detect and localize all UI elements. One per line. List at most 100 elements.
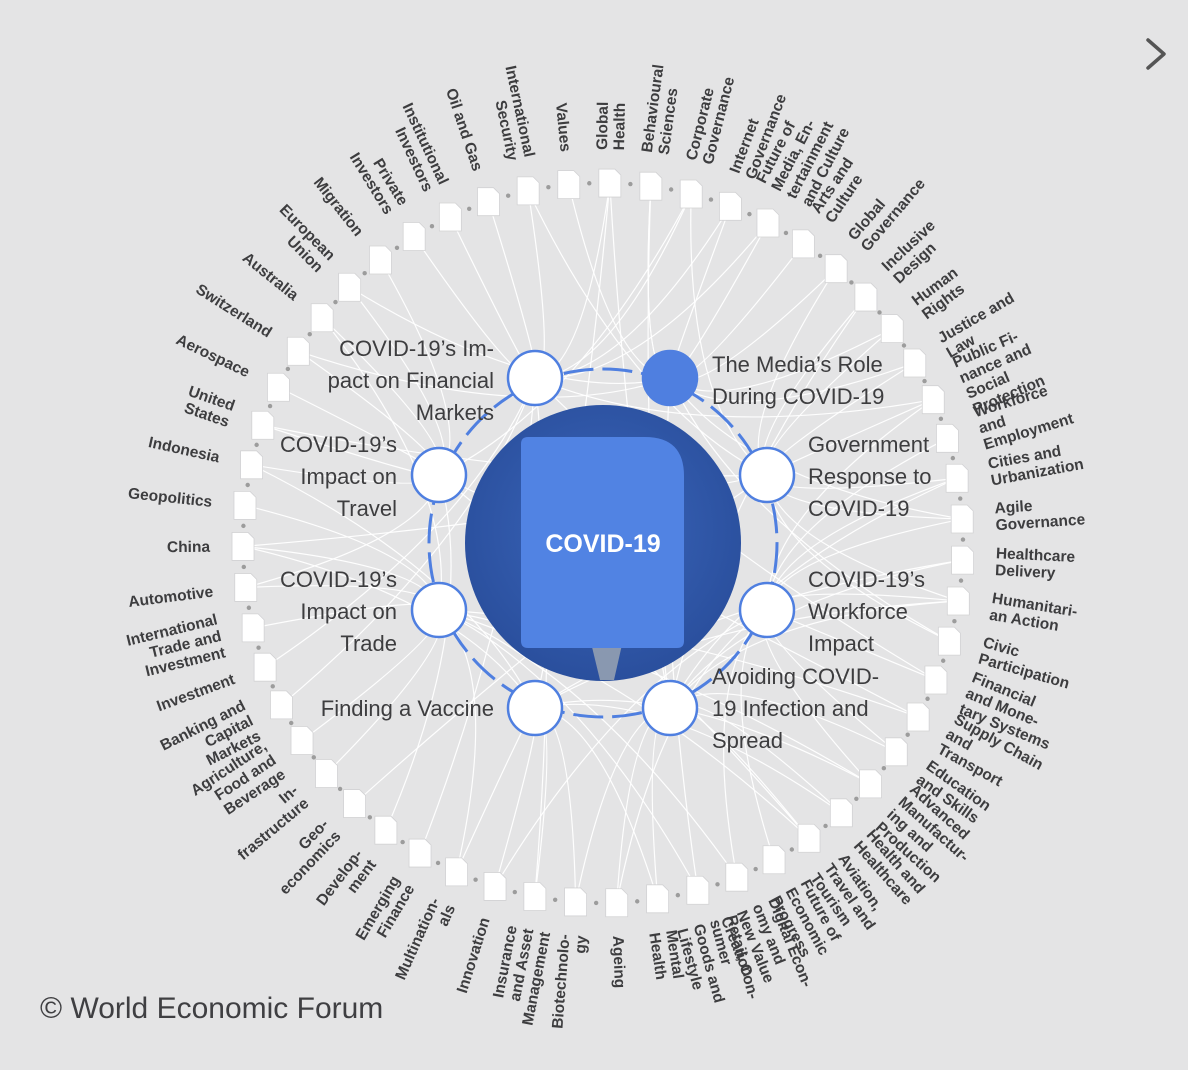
topic-document-icon[interactable] (402, 222, 426, 251)
topic-document-icon[interactable] (234, 573, 258, 602)
topic-document-icon[interactable] (906, 702, 930, 732)
topic-document-icon[interactable] (725, 862, 749, 892)
subtopic-node[interactable]: COVID-19’s Impact on Trade (280, 567, 468, 656)
topic-document-icon[interactable] (253, 652, 277, 682)
topic-document-icon[interactable] (951, 545, 974, 575)
topic-document-icon[interactable] (762, 845, 786, 875)
topic-label[interactable]: Australia (239, 249, 302, 304)
topic-label[interactable]: Automotive (127, 584, 214, 611)
topic-document-icon[interactable] (557, 170, 581, 200)
topic-document-icon[interactable] (791, 229, 815, 259)
topic-label[interactable]: Insuranceand AssetManagement (486, 924, 554, 1027)
subtopic-circle[interactable] (506, 349, 564, 407)
topic-document-icon[interactable] (477, 187, 500, 217)
topic-document-icon[interactable] (639, 171, 663, 201)
topic-document-icon[interactable] (756, 208, 780, 238)
subtopic-label[interactable]: The Media’s Role During COVID-19 (712, 352, 884, 409)
topic-label[interactable]: Humanitari-an Action (988, 590, 1078, 637)
topic-document-icon[interactable] (686, 875, 710, 905)
topic-label[interactable]: Migration (310, 174, 366, 239)
topic-document-icon[interactable] (270, 690, 293, 720)
topic-document-icon[interactable] (338, 272, 362, 302)
topic-document-icon[interactable] (884, 737, 908, 767)
subtopic-label[interactable]: COVID-19’s Impact on Trade (280, 567, 397, 656)
topic-label[interactable]: HumanRights (909, 264, 971, 323)
subtopic-node[interactable]: COVID-19’s Impact on Travel (280, 432, 468, 521)
topic-document-icon[interactable] (598, 168, 622, 198)
topic-document-icon[interactable] (945, 463, 969, 493)
subtopic-label[interactable]: Government Response to COVID-19 (808, 432, 932, 521)
topic-document-icon[interactable] (523, 882, 547, 911)
subtopic-label[interactable]: COVID-19’s Im-pact on Financial Markets (328, 336, 494, 425)
topic-label[interactable]: Innovation (454, 916, 494, 996)
topic-label[interactable]: AgileGovernance (994, 494, 1086, 534)
subtopic-circle[interactable] (738, 581, 796, 639)
subtopic-circle[interactable] (641, 349, 699, 407)
topic-document-icon[interactable] (719, 191, 742, 221)
topic-document-icon[interactable] (374, 815, 398, 845)
topic-document-icon[interactable] (343, 789, 366, 818)
topic-document-icon[interactable] (231, 532, 255, 561)
topic-document-icon[interactable] (241, 613, 265, 643)
subtopic-label[interactable]: COVID-19’s Workforce Impact (808, 567, 925, 656)
topic-document-icon[interactable] (937, 626, 961, 656)
topic-document-icon[interactable] (233, 490, 257, 520)
topic-document-icon[interactable] (924, 665, 948, 695)
topic-document-icon[interactable] (240, 450, 263, 480)
topic-label[interactable]: InternationalTrade andInvestment (125, 611, 227, 682)
topic-document-icon[interactable] (936, 423, 959, 453)
topic-document-icon[interactable] (797, 823, 821, 853)
topic-document-icon[interactable] (854, 282, 878, 312)
topic-label[interactable]: Geopolitics (127, 485, 213, 511)
topic-label[interactable]: CorporateGovernance (683, 71, 738, 167)
topic-document-icon[interactable] (445, 857, 468, 887)
topic-label[interactable]: China (167, 539, 211, 556)
subtopic-circle[interactable] (738, 446, 796, 504)
topic-document-icon[interactable] (310, 303, 334, 333)
topic-document-icon[interactable] (315, 759, 338, 788)
topic-document-icon[interactable] (880, 314, 904, 344)
topic-label[interactable]: UnitedStates (180, 383, 237, 431)
topic-document-icon[interactable] (290, 726, 314, 755)
subtopic-node[interactable]: Government Response to COVID-19 (738, 432, 932, 521)
topic-label[interactable]: Values (552, 102, 574, 153)
topic-label[interactable]: Indonesia (147, 434, 222, 466)
topic-label[interactable]: EuropeanUnion (264, 201, 338, 276)
topic-document-icon[interactable] (829, 798, 853, 828)
subtopic-circle[interactable] (641, 679, 699, 737)
subtopic-label[interactable]: Finding a Vaccine (321, 696, 494, 721)
topic-document-icon[interactable] (483, 872, 507, 901)
topic-document-icon[interactable] (646, 884, 670, 914)
topic-label[interactable]: MentalHealth (645, 929, 686, 983)
topic-document-icon[interactable] (408, 838, 432, 868)
subtopic-label[interactable]: Avoiding COVID- 19 Infection and Spread (712, 664, 879, 753)
subtopic-circle[interactable] (506, 679, 564, 737)
topic-document-icon[interactable] (286, 336, 310, 366)
topic-label[interactable]: GlobalHealth (594, 102, 629, 151)
topic-document-icon[interactable] (946, 586, 970, 616)
topic-document-icon[interactable] (824, 254, 848, 284)
subtopic-node[interactable]: Avoiding COVID- 19 Infection and Spread (641, 664, 879, 753)
subtopic-circle[interactable] (410, 446, 468, 504)
topic-label[interactable]: HealthcareDelivery (995, 545, 1076, 583)
topic-label[interactable]: InternationalSecurity (485, 64, 538, 162)
chevron-right-icon[interactable] (1138, 34, 1174, 74)
subtopic-circle[interactable] (410, 581, 468, 639)
topic-label[interactable]: Oil and Gas (442, 86, 486, 173)
topic-label[interactable]: BehaviouralSciences (639, 63, 684, 155)
topic-document-icon[interactable] (859, 769, 882, 799)
topic-document-icon[interactable] (438, 202, 462, 232)
subtopic-label[interactable]: COVID-19’s Impact on Travel (280, 432, 397, 521)
topic-document-icon[interactable] (516, 176, 540, 206)
center-node[interactable]: COVID-19 (465, 405, 741, 681)
subtopic-node[interactable]: COVID-19’s Workforce Impact (738, 567, 925, 656)
topic-document-icon[interactable] (903, 348, 927, 378)
topic-label[interactable]: Switzerland (193, 281, 275, 341)
topic-document-icon[interactable] (267, 372, 290, 402)
topic-document-icon[interactable] (921, 385, 945, 415)
topic-document-icon[interactable] (369, 245, 392, 275)
subtopic-node[interactable]: COVID-19’s Im-pact on Financial Markets (328, 336, 564, 425)
topic-document-icon[interactable] (605, 888, 629, 918)
subtopic-node[interactable]: The Media’s Role During COVID-19 (641, 349, 884, 409)
topic-label[interactable]: Aerospace (173, 331, 252, 381)
